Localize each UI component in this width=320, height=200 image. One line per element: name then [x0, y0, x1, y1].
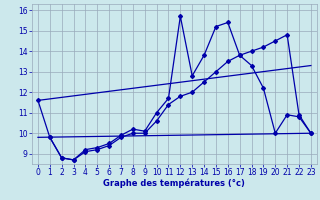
X-axis label: Graphe des températures (°c): Graphe des températures (°c)	[103, 179, 245, 188]
